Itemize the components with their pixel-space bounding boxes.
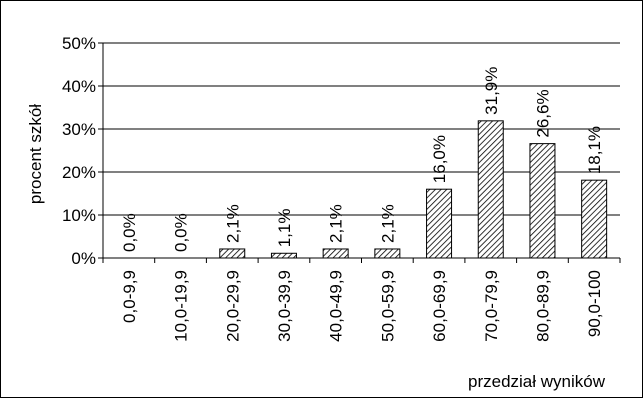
bar [581,179,608,259]
y-tick-label: 20% [62,163,96,182]
x-tick-label: 40,0-49,9 [327,270,346,342]
data-label: 31,9% [482,67,501,115]
bar [477,120,504,259]
x-tick-label: 10,0-19,9 [172,270,191,342]
bar [374,248,401,259]
data-label: 2,1% [327,204,346,243]
y-tick-label: 50% [62,34,96,53]
data-label: 2,1% [223,204,242,243]
bars [219,120,608,259]
y-axis-title: procent szkół [26,104,45,204]
data-label: 1,1% [275,209,294,248]
bar [529,143,556,259]
x-tick-label: 30,0-39,9 [275,270,294,342]
data-label: 26,6% [533,89,552,137]
x-tick-label: 70,0-79,9 [482,270,501,342]
bar [219,248,246,259]
x-tick-label: 60,0-69,9 [430,270,449,342]
data-label: 18,1% [585,126,604,174]
x-tick-label: 0,0-9,9 [120,270,139,323]
data-label: 16,0% [430,135,449,183]
x-tick-label: 50,0-59,9 [378,270,397,342]
y-tick-label: 0% [71,249,96,268]
labels: 0% 10% 20% 30% 40% 50% 0,0% 0,0-9,9 0,0% 10,0-19,… [62,34,604,342]
y-tick-label: 10% [62,206,96,225]
bar [426,188,453,259]
x-tick-label: 80,0-89,9 [533,270,552,342]
x-axis-title: przedział wyników [468,372,606,391]
y-tick-label: 30% [62,120,96,139]
data-label: 2,1% [378,204,397,243]
x-tick-label: 20,0-29,9 [223,270,242,342]
bar [322,248,349,259]
data-label: 0,0% [172,213,191,252]
bar [270,252,297,259]
data-label: 0,0% [120,213,139,252]
y-tick-label: 40% [62,77,96,96]
x-tick-label: 90,0-100 [585,270,604,337]
